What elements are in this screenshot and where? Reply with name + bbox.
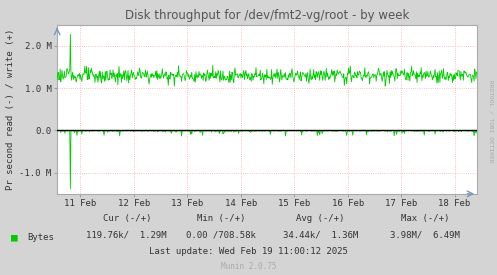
Text: 3.98M/  6.49M: 3.98M/ 6.49M <box>390 231 460 240</box>
Text: Max (-/+): Max (-/+) <box>401 214 449 223</box>
Text: Munin 2.0.75: Munin 2.0.75 <box>221 262 276 271</box>
Text: Min (-/+): Min (-/+) <box>197 214 246 223</box>
Y-axis label: Pr second read (-) / write (+): Pr second read (-) / write (+) <box>6 29 15 190</box>
Text: ■: ■ <box>11 233 18 243</box>
Text: Last update: Wed Feb 19 11:00:12 2025: Last update: Wed Feb 19 11:00:12 2025 <box>149 248 348 256</box>
Title: Disk throughput for /dev/fmt2-vg/root - by week: Disk throughput for /dev/fmt2-vg/root - … <box>125 9 410 22</box>
Text: 119.76k/  1.29M: 119.76k/ 1.29M <box>86 231 167 240</box>
Text: Avg (-/+): Avg (-/+) <box>296 214 345 223</box>
Text: Bytes: Bytes <box>27 233 54 242</box>
Text: 0.00 /708.58k: 0.00 /708.58k <box>186 231 256 240</box>
Text: 34.44k/  1.36M: 34.44k/ 1.36M <box>283 231 358 240</box>
Text: Cur (-/+): Cur (-/+) <box>102 214 151 223</box>
Text: RRDTOOL / TOBI OETIKER: RRDTOOL / TOBI OETIKER <box>489 80 494 162</box>
